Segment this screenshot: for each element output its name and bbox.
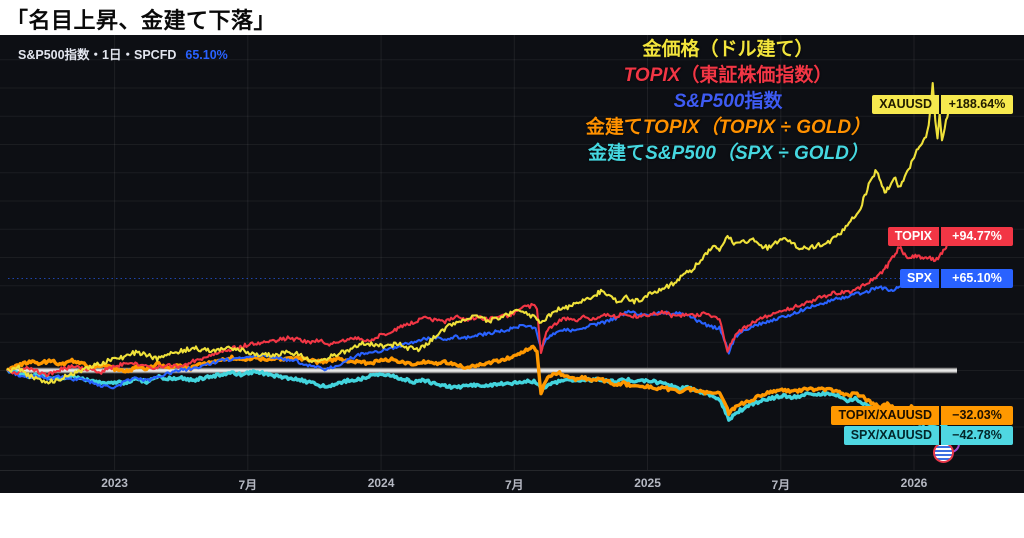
legend-item-4: 金建てS&P500（SPX ÷ GOLD） [586, 141, 870, 167]
price-badge-symbol: TOPIX [894, 229, 932, 244]
x-axis-label: 2023 [101, 476, 128, 490]
x-axis-label: 2026 [900, 476, 928, 490]
symbol-change-value: 65.10% [185, 48, 228, 62]
price-chart[interactable]: S&P500指数・1日・SPCFD 65.10% 金価格（ドル建て） TOPIX（東… [0, 35, 1024, 493]
legend-item-1: TOPIX（東証株価指数） [586, 63, 870, 89]
price-badge-xauusd: XAUUSD +188.64% [872, 94, 1013, 114]
legend-text: 金建て [585, 117, 643, 138]
legend-text: 金建て [588, 143, 646, 164]
price-badge-spx-xauusd: SPX/XAUUSD −42.78% [843, 426, 1013, 446]
legend-item-2: S&P500指数 [586, 89, 870, 115]
legend-text: TOPIX [623, 65, 681, 86]
legend-text: TOPIX（TOPIX ÷ GOLD） [642, 117, 871, 138]
legend-text: S&P500 [673, 91, 745, 112]
badge-separator [939, 94, 941, 114]
symbol-title: S&P500指数・1日・SPCFD [18, 48, 177, 62]
price-badge-value: +188.64% [948, 96, 1006, 111]
x-axis-label: 2025 [634, 476, 661, 490]
price-badge-topix: TOPIX +94.77% [887, 227, 1013, 247]
legend-item-3: 金建てTOPIX（TOPIX ÷ GOLD） [586, 115, 870, 141]
badge-separator [939, 227, 941, 247]
legend-text: （東証株価指数） [680, 65, 833, 86]
time-axis[interactable]: 2023 7月 2024 7月 2025 7月 2026 [0, 470, 1024, 493]
time-axis-separator [0, 470, 1024, 471]
price-badge-symbol: SPX/XAUUSD [850, 428, 932, 443]
symbol-header[interactable]: S&P500指数・1日・SPCFD 65.10% [18, 44, 228, 63]
x-axis-label: 2024 [367, 476, 395, 490]
price-badge-symbol: TOPIX/XAUUSD [838, 408, 932, 423]
x-axis-label: 7月 [504, 478, 524, 492]
badge-separator [939, 426, 941, 446]
price-badge-spx: SPX +65.10% [899, 269, 1013, 289]
x-axis-label: 7月 [238, 478, 258, 492]
legend-item-0: 金価格（ドル建て） [586, 37, 870, 63]
price-badge-symbol: SPX [906, 271, 932, 286]
badge-separator [939, 406, 941, 426]
legend-text: S&P500（SPX ÷ GOLD） [645, 143, 868, 164]
us-flag-circle-icon [933, 442, 954, 463]
price-chart-canvas[interactable] [0, 35, 1024, 493]
x-axis-label: 7月 [771, 478, 791, 492]
price-badge-value: +94.77% [952, 229, 1002, 244]
price-badge-value: +65.10% [952, 271, 1002, 286]
price-badge-value: −32.03% [952, 408, 1002, 423]
page-title: 「名目上昇、金建て下落」 [6, 8, 277, 33]
price-badge-symbol: XAUUSD [879, 96, 932, 111]
price-badge-value: −42.78% [952, 428, 1002, 443]
price-badge-topix-xauusd: TOPIX/XAUUSD −32.03% [831, 406, 1013, 426]
legend-text: 指数 [744, 91, 783, 112]
badge-separator [939, 269, 941, 289]
legend-text: 金価格（ドル建て） [642, 39, 814, 60]
legend: 金価格（ドル建て） TOPIX（東証株価指数） S&P500指数 金建てTOPIX（T… [586, 37, 870, 167]
